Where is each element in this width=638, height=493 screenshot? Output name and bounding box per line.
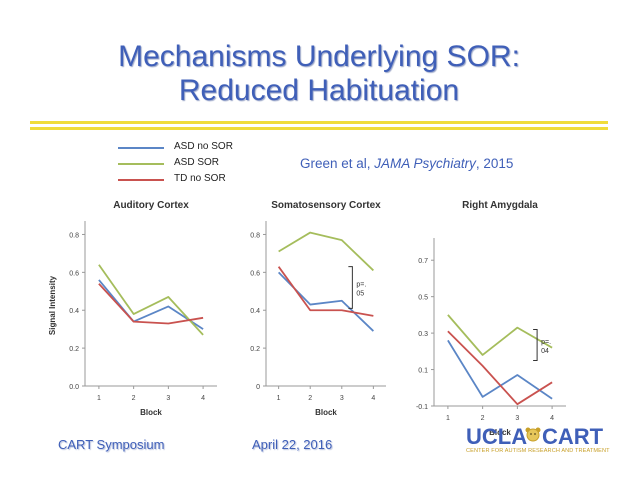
slide-title-line2: Reduced Habituation xyxy=(178,74,460,107)
x-tick-label: 4 xyxy=(371,395,375,402)
chart-title: Somatosensory Cortex xyxy=(271,200,381,211)
y-tick-label: 0.6 xyxy=(250,270,260,277)
footer-event: CART Symposium xyxy=(58,437,165,452)
chart-somatosensory-cortex: Somatosensory Cortex 0 0.2 0.4 0.6 0.8 1 2 3 4 Blo… xyxy=(250,200,386,417)
x-tick-label: 2 xyxy=(132,395,136,402)
x-tick-label: 1 xyxy=(277,395,281,402)
y-axis-label: Signal Intensity xyxy=(48,275,57,335)
citation-journal: JAMA Psychiatry xyxy=(374,156,476,171)
series-line-asd-sor xyxy=(447,314,553,356)
x-tick-label: 4 xyxy=(201,395,205,402)
x-tick-label: 2 xyxy=(308,395,312,402)
legend-swatch-td-no-sor xyxy=(118,179,164,181)
p-value-label: p=. xyxy=(356,282,366,289)
series-line-asd-no-sor xyxy=(447,339,553,400)
y-tick-label: 0.4 xyxy=(69,308,79,315)
title-divider xyxy=(30,127,608,130)
series-line-asd-sor xyxy=(278,231,374,272)
footer-date: April 22, 2016 xyxy=(252,437,333,452)
y-tick-label: 0.1 xyxy=(418,368,428,375)
series-line-td-no-sor xyxy=(98,283,204,325)
y-tick-label: 0.8 xyxy=(250,232,260,239)
x-tick-label: 1 xyxy=(97,395,101,402)
legend-label: ASD SOR xyxy=(174,157,220,168)
p-value-label: 05 xyxy=(356,291,364,298)
x-tick-label: 3 xyxy=(166,395,170,402)
y-tick-label: 0.2 xyxy=(250,346,260,353)
y-tick-label: 0.5 xyxy=(418,295,428,302)
x-axis-label: Block xyxy=(315,408,337,417)
x-tick-label: 1 xyxy=(446,415,450,422)
series-line-td-no-sor xyxy=(447,330,553,406)
series-line-asd-no-sor xyxy=(98,279,204,330)
bear-icon xyxy=(525,427,541,442)
citation-authors: Green et al, xyxy=(300,156,375,171)
legend-swatch-asd-sor xyxy=(118,163,164,165)
x-tick-label: 2 xyxy=(481,415,485,422)
chart-right-amygdala: Right Amygdala -0.1 0.1 0.3 0.5 0.7 1 2 3 4 Block p… xyxy=(416,200,566,437)
legend-label: ASD no SOR xyxy=(174,141,233,152)
chart-title: Right Amygdala xyxy=(462,200,538,211)
x-axis-label: Block xyxy=(140,408,162,417)
p-value-label: 04 xyxy=(541,348,549,355)
logo-cart-text: CART xyxy=(542,424,604,449)
y-tick-label: 0.2 xyxy=(69,346,79,353)
y-tick-label: 0.4 xyxy=(250,308,260,315)
y-tick-label: 0.0 xyxy=(69,384,79,391)
citation-year: , 2015 xyxy=(475,156,514,171)
x-tick-label: 3 xyxy=(515,415,519,422)
significance-bracket xyxy=(348,266,353,309)
legend-swatch-asd-no-sor xyxy=(118,147,164,149)
ucla-cart-logo: UCLA CART CENTER FOR AUTISM RESEARCH AND… xyxy=(466,424,610,456)
significance-bracket xyxy=(533,328,538,361)
x-tick-label: 4 xyxy=(550,415,554,422)
series-line-td-no-sor xyxy=(277,266,374,317)
y-tick-label: 0 xyxy=(256,384,260,391)
title-divider xyxy=(30,121,608,124)
legend-label: TD no SOR xyxy=(174,173,226,184)
y-tick-label: 0.7 xyxy=(418,258,428,265)
y-tick-label: 0.6 xyxy=(69,270,79,277)
chart-title: Auditory Cortex xyxy=(113,200,189,211)
citation: Green et al, JAMA Psychiatry, 2015 xyxy=(300,156,513,171)
series-line-asd-sor xyxy=(98,264,204,336)
x-axis-label: Block xyxy=(489,428,511,437)
slide-title-line1: Mechanisms Underlying SOR: xyxy=(118,40,520,73)
x-tick-label: 3 xyxy=(340,395,344,402)
y-tick-label: 0.3 xyxy=(418,331,428,338)
chart-auditory-cortex: Auditory Cortex 0.0 0.2 0.4 0.6 0.8 1 2 3 4 Block S… xyxy=(48,200,217,417)
logo-tagline: CENTER FOR AUTISM RESEARCH AND TREATMENT xyxy=(466,448,610,454)
logo-ucla-text: UCLA xyxy=(466,424,528,449)
y-tick-label: -0.1 xyxy=(416,404,428,411)
p-value-label: p=. xyxy=(541,339,551,346)
y-tick-label: 0.8 xyxy=(69,232,79,239)
